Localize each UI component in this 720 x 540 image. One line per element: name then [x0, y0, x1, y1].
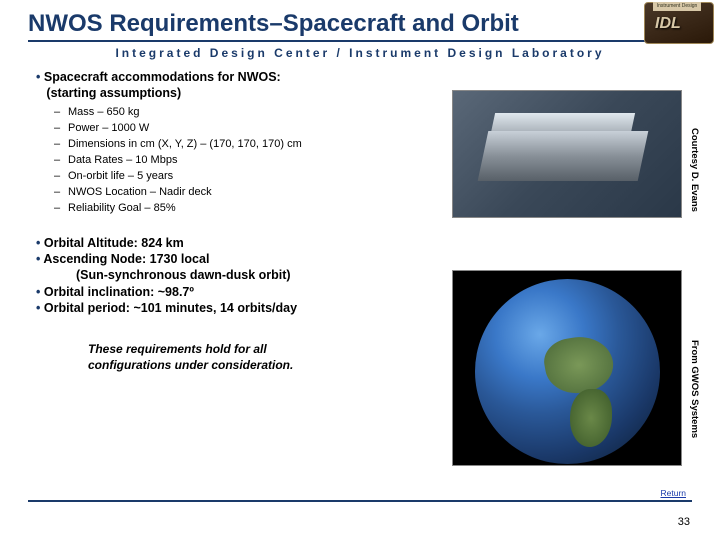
return-link[interactable]: Return: [660, 488, 686, 498]
spacecraft-shape: [491, 113, 635, 133]
footnote-l2: configurations under consideration.: [88, 358, 293, 372]
footnote-l1: These requirements hold for all: [88, 342, 267, 356]
page-title: NWOS Requirements–Spacecraft and Orbit: [28, 10, 692, 38]
logo-badge: Instrument Design IDL: [644, 2, 714, 44]
earth-credit: From GWOS Systems: [689, 340, 700, 438]
earth-land: [570, 389, 612, 447]
logo-text: IDL: [655, 15, 681, 33]
earth-land: [541, 332, 618, 399]
earth-image: [452, 270, 682, 466]
logo-tab: Instrument Design: [653, 2, 701, 11]
spacecraft-image: [452, 90, 682, 218]
title-rule: [28, 40, 692, 42]
bottom-rule: [28, 500, 692, 502]
spacecraft-shape: [478, 131, 649, 181]
subtitle: Integrated Design Center / Instrument De…: [28, 46, 692, 60]
page-number: 33: [678, 516, 690, 528]
orbit-line: Ascending Node: 1730 local: [36, 251, 692, 267]
section1-heading-l2: (starting assumptions): [46, 86, 181, 100]
earth-globe: [475, 279, 660, 464]
section1-heading-l1: Spacecraft accommodations for NWOS:: [44, 70, 281, 84]
footnote: These requirements hold for all configur…: [88, 342, 388, 373]
spacecraft-credit: Courtesy D. Evans: [689, 128, 700, 212]
orbit-line: Orbital Altitude: 824 km: [36, 235, 692, 251]
